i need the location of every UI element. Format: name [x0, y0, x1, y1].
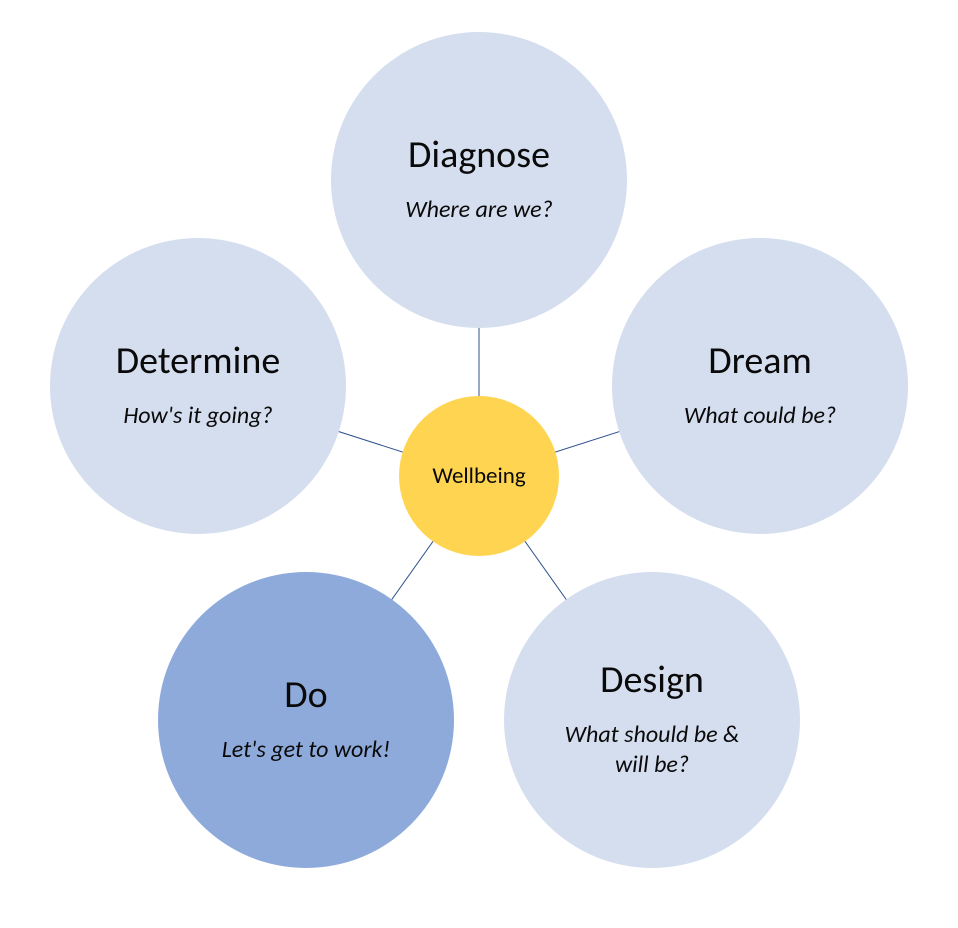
node-subtitle: What could be?	[684, 401, 836, 431]
node-title: Determine	[116, 341, 281, 383]
node-design: Design What should be & will be?	[504, 572, 800, 868]
center-label: Wellbeing	[432, 462, 525, 490]
node-subtitle: Let's get to work!	[222, 735, 391, 765]
wellbeing-diagram: Diagnose Where are we? Dream What could …	[0, 0, 958, 928]
node-title: Design	[600, 660, 704, 702]
node-determine: Determine How's it going?	[50, 238, 346, 534]
node-title: Diagnose	[408, 135, 550, 177]
node-subtitle: What should be & will be?	[545, 720, 758, 780]
node-dream: Dream What could be?	[612, 238, 908, 534]
center-node: Wellbeing	[399, 396, 559, 556]
node-diagnose: Diagnose Where are we?	[331, 32, 627, 328]
node-subtitle: Where are we?	[405, 195, 552, 225]
node-do: Do Let's get to work!	[158, 572, 454, 868]
node-title: Do	[284, 675, 327, 717]
node-subtitle: How's it going?	[123, 401, 272, 431]
node-title: Dream	[708, 341, 812, 383]
